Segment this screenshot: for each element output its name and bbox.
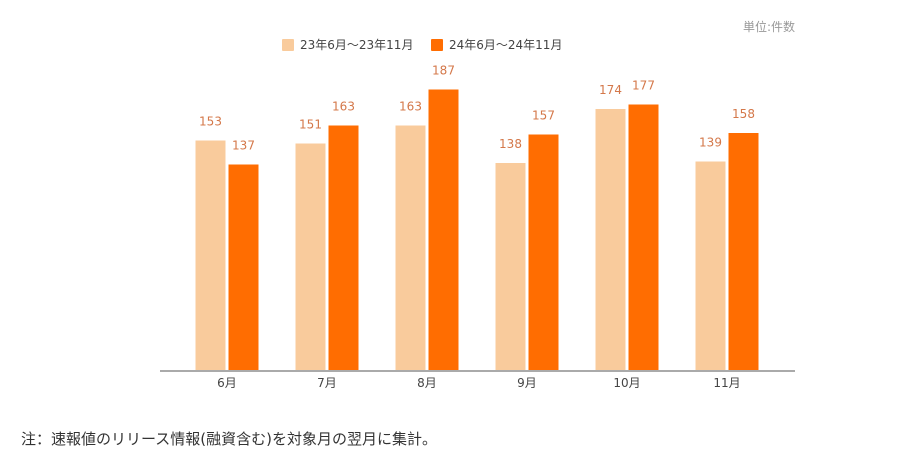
data-label-2023-7: 151 bbox=[299, 118, 322, 132]
bar-2024-9 bbox=[528, 134, 559, 370]
legend-swatch-2024 bbox=[431, 39, 443, 51]
data-label-2023-9: 138 bbox=[499, 137, 522, 151]
data-label-2024-11: 158 bbox=[732, 107, 755, 121]
data-label-2024-9: 157 bbox=[532, 109, 555, 123]
data-label-2023-10: 174 bbox=[599, 83, 622, 97]
bars-group bbox=[195, 89, 759, 370]
bar-2023-9 bbox=[495, 163, 526, 370]
bar-2024-7 bbox=[328, 125, 359, 370]
bar-2024-10 bbox=[628, 104, 659, 370]
x-tick-label-8: 8月 bbox=[417, 376, 437, 390]
x-tick-label-7: 7月 bbox=[317, 376, 337, 390]
bar-2023-8 bbox=[395, 125, 426, 370]
bar-2024-8 bbox=[428, 89, 459, 370]
bar-2023-11 bbox=[695, 161, 726, 370]
bar-2023-6 bbox=[195, 140, 226, 370]
x-tick-label-6: 6月 bbox=[217, 376, 237, 390]
data-label-2024-7: 163 bbox=[332, 100, 355, 114]
data-label-2024-10: 177 bbox=[632, 79, 655, 93]
data-label-2023-11: 139 bbox=[699, 136, 722, 150]
legend-label-2024: 24年6月～24年11月 bbox=[449, 38, 562, 52]
legend: 23年6月～23年11月 24年6月～24年11月 bbox=[282, 38, 562, 52]
bar-2023-10 bbox=[595, 109, 626, 370]
x-tick-label-9: 9月 bbox=[517, 376, 537, 390]
data-label-2023-8: 163 bbox=[399, 100, 422, 114]
legend-label-2023: 23年6月～23年11月 bbox=[300, 38, 413, 52]
data-labels-group: 153 137 151 163 163 187 138 157 174 177 139 158 bbox=[199, 64, 755, 153]
x-tick-label-10: 10月 bbox=[613, 376, 640, 390]
data-label-2023-6: 153 bbox=[199, 115, 222, 129]
bar-2024-11 bbox=[728, 133, 759, 370]
data-label-2024-8: 187 bbox=[432, 64, 455, 78]
legend-swatch-2023 bbox=[282, 39, 294, 51]
unit-label: 単位:件数 bbox=[743, 19, 795, 34]
bar-2023-7 bbox=[295, 143, 326, 370]
data-label-2024-6: 137 bbox=[232, 139, 255, 153]
footnote: 注：速報値のリリース情報(融資含む)を対象月の翌月に集計。 bbox=[21, 430, 437, 448]
x-tick-labels: 6月 7月 8月 9月 10月 11月 bbox=[217, 376, 740, 390]
x-tick-label-11: 11月 bbox=[713, 376, 740, 390]
bar-2024-6 bbox=[228, 164, 259, 370]
